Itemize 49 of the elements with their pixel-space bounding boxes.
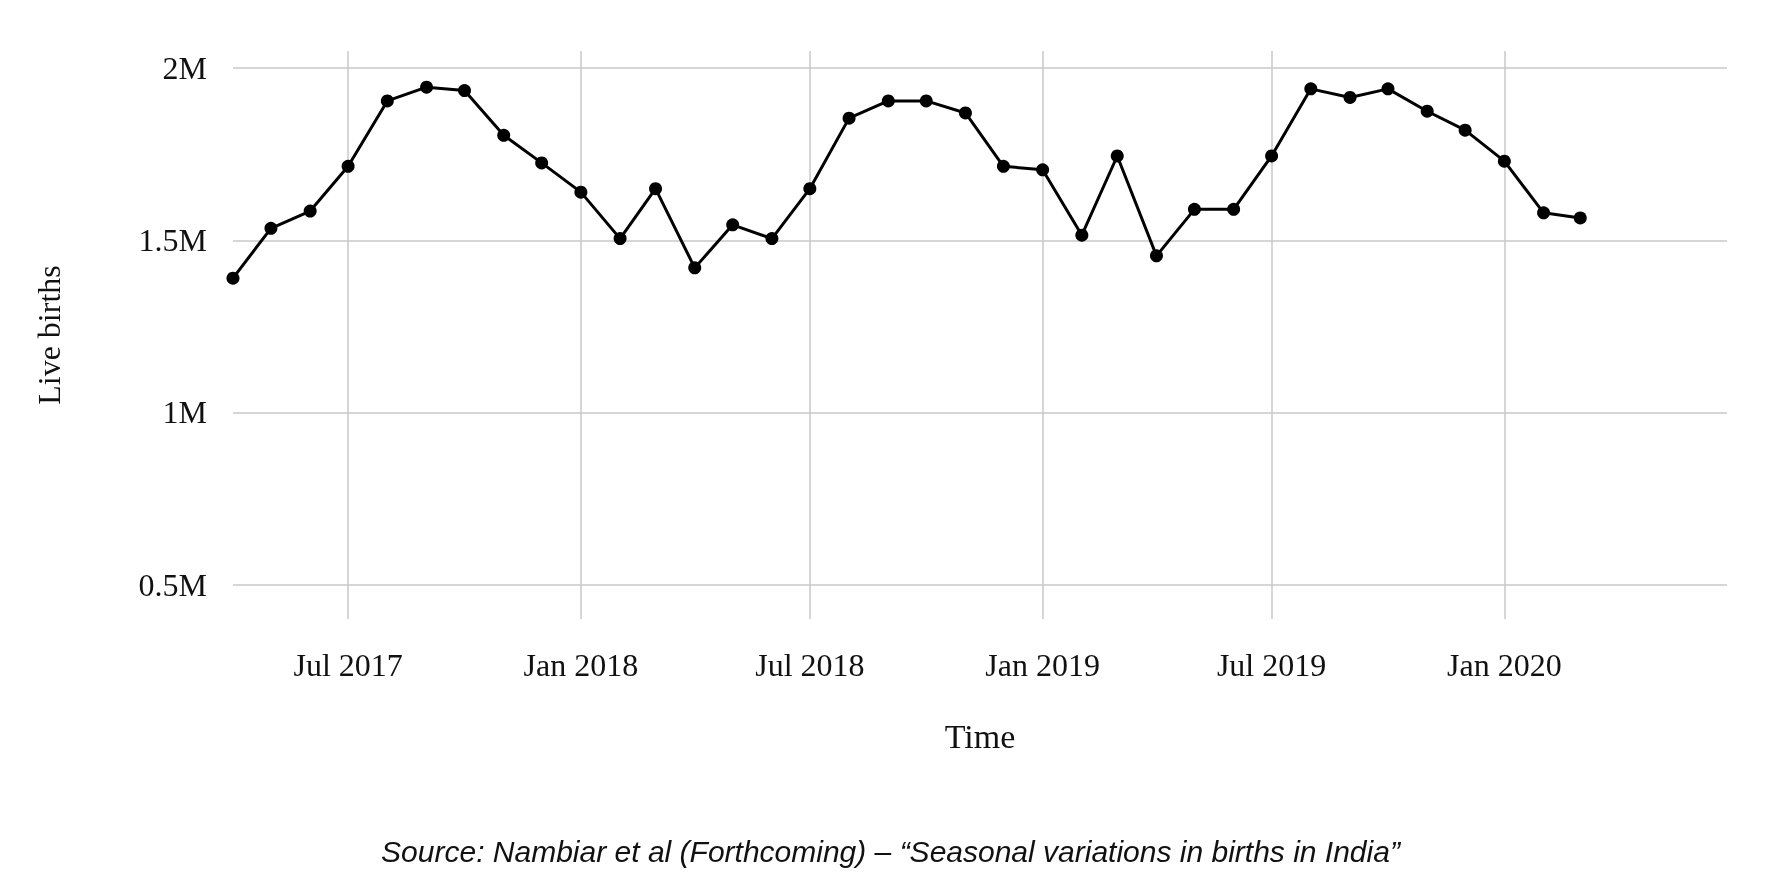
point <box>420 80 434 94</box>
point <box>688 261 702 275</box>
point <box>803 182 817 196</box>
point <box>1036 163 1050 177</box>
point <box>1573 211 1587 225</box>
point <box>726 218 740 232</box>
y-tick-label: 0.5M <box>138 566 207 603</box>
point <box>1265 149 1279 163</box>
x-tick-label: Jul 2019 <box>1216 647 1327 683</box>
point <box>1537 206 1551 220</box>
x-axis-title: Time <box>944 717 1016 755</box>
point <box>497 128 511 142</box>
y-axis-title: Live births <box>31 265 67 405</box>
y-tick-label: 1.5M <box>138 222 207 259</box>
x-tick-label: Jan 2020 <box>1447 647 1562 683</box>
point <box>380 94 394 108</box>
point <box>1304 82 1318 96</box>
x-tick-label: Jul 2017 <box>293 647 403 683</box>
point <box>958 106 972 120</box>
point <box>649 182 663 196</box>
point <box>1227 202 1241 216</box>
point <box>765 232 779 246</box>
point <box>996 159 1010 173</box>
point <box>535 156 549 170</box>
point <box>1075 228 1089 242</box>
point <box>842 111 856 125</box>
x-tick-label: Jul 2018 <box>755 647 865 683</box>
point <box>303 204 317 218</box>
point <box>226 271 240 285</box>
point <box>1497 154 1511 168</box>
point <box>1343 90 1357 104</box>
point <box>1458 123 1472 137</box>
point <box>1149 249 1163 263</box>
point <box>1420 104 1434 118</box>
source-note: Source: Nambiar et al (Forthcoming) – “Seasonal variations in births in India” <box>381 834 1402 868</box>
y-tick-label: 2M <box>162 50 207 87</box>
point <box>881 94 895 108</box>
point <box>1187 202 1201 216</box>
point <box>613 232 627 246</box>
point <box>458 84 471 98</box>
point <box>264 221 278 235</box>
point <box>341 159 355 173</box>
point <box>574 185 588 199</box>
x-tick-label: Jan 2019 <box>985 647 1100 683</box>
point <box>1381 82 1395 96</box>
point <box>1110 149 1124 163</box>
point <box>919 94 933 108</box>
y-tick-label: 1M <box>162 394 207 431</box>
x-tick-label: Jan 2018 <box>523 647 639 683</box>
